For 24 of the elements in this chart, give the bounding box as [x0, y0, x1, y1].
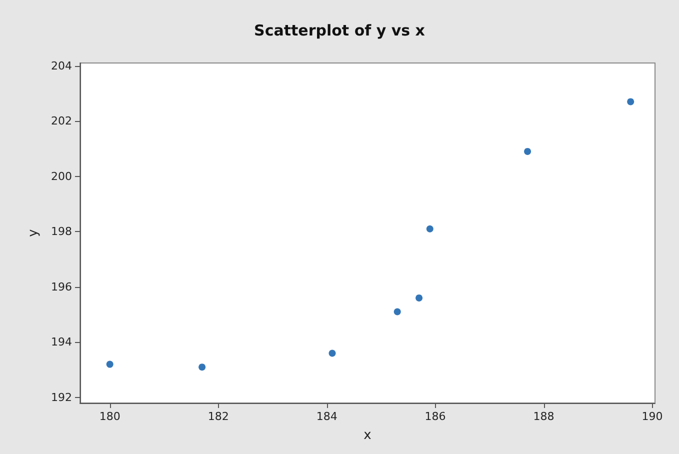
x-tick-label: 186 — [424, 410, 446, 423]
point — [394, 308, 401, 316]
point — [426, 225, 434, 232]
point — [198, 364, 206, 371]
chart-title: Scatterplot of y vs x — [254, 22, 426, 40]
y-axis-title: y — [26, 228, 41, 237]
point — [328, 350, 336, 357]
point — [627, 98, 634, 106]
x-tick-label: 184 — [316, 410, 338, 423]
point — [106, 360, 114, 368]
y-tick-label: 200 — [51, 170, 72, 183]
y-tick-label: 198 — [51, 225, 72, 238]
point — [524, 148, 532, 155]
y-tick-label: 202 — [51, 114, 72, 128]
x-tick-label: 180 — [99, 410, 120, 423]
x-tick-label: 188 — [533, 410, 554, 423]
x-tick-label: 182 — [208, 410, 229, 423]
y-tick-label: 192 — [51, 390, 72, 404]
x-tick-label: 190 — [642, 410, 663, 423]
point — [416, 294, 423, 302]
x-axis-title: x — [364, 428, 372, 443]
y-tick-label: 196 — [51, 280, 72, 294]
y-tick-label: 204 — [51, 59, 72, 72]
y-tick-label: 194 — [51, 336, 72, 349]
